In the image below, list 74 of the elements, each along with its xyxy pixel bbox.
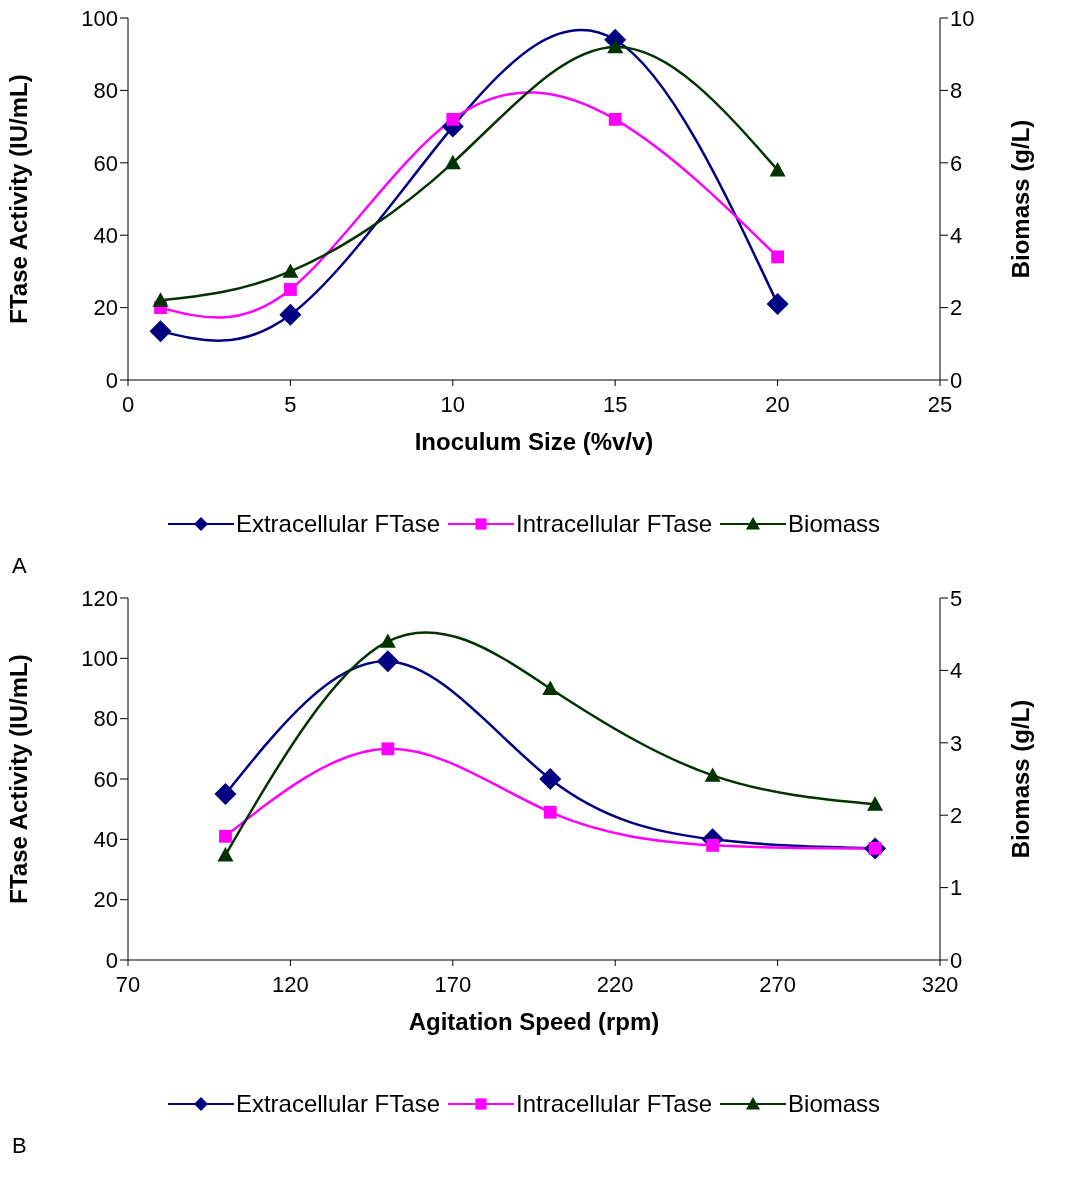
- y2-tick-label: 0: [950, 947, 963, 973]
- y2-tick-label: 8: [950, 78, 963, 104]
- x-tick-label: 320: [921, 971, 959, 997]
- y2-tick-label: 1: [950, 875, 963, 901]
- legend-label: Intracellular FTase: [515, 1090, 713, 1118]
- y-tick-label: 20: [93, 887, 118, 913]
- y-tick-label: 60: [93, 150, 118, 176]
- y2-tick-label: 2: [950, 295, 963, 321]
- point: [867, 796, 884, 811]
- x-tick-label: 15: [602, 391, 628, 417]
- y-tick-label: 40: [93, 223, 118, 249]
- y2-tick-label: 10: [950, 5, 975, 31]
- y-tick-label: 100: [81, 5, 118, 31]
- y2-tick-label: 5: [950, 585, 963, 611]
- y-tick-label: 60: [93, 766, 118, 792]
- x-tick-label: 5: [284, 391, 297, 417]
- x-tick-label: 10: [440, 391, 466, 417]
- text: A: [12, 553, 27, 579]
- point: [379, 633, 396, 648]
- y2-tick-label: 3: [950, 730, 963, 756]
- point: [706, 838, 720, 852]
- point: [539, 768, 562, 790]
- point: [149, 320, 172, 343]
- point: [543, 805, 557, 819]
- point: [284, 283, 297, 296]
- x-tick-label: 25: [927, 391, 953, 417]
- point: [446, 112, 460, 126]
- legend-label: Biomass: [788, 1090, 881, 1118]
- y-tick-label: 100: [81, 646, 118, 672]
- x-tick-label: 220: [596, 971, 634, 997]
- x-tick-label: 70: [115, 971, 141, 997]
- x-tick-label: 270: [759, 971, 796, 997]
- y2-axis-title: Biomass (g/L): [1006, 699, 1034, 859]
- y-tick-label: 80: [93, 78, 118, 104]
- text: B: [12, 1133, 27, 1159]
- legend-label: Biomass: [788, 510, 881, 538]
- y-axis-title: FTase Activity (IU/mL): [4, 654, 32, 904]
- point: [444, 154, 461, 170]
- y-tick-label: 120: [81, 585, 118, 611]
- point: [766, 292, 789, 315]
- y-tick-label: 80: [93, 706, 118, 732]
- point: [219, 829, 232, 843]
- y-tick-label: 40: [93, 827, 118, 853]
- y-axis-title: FTase Activity (IU/mL): [4, 74, 32, 324]
- y2-tick-label: 4: [950, 223, 963, 249]
- x-tick-label: 20: [765, 391, 790, 417]
- point: [217, 847, 234, 862]
- y2-tick-label: 6: [950, 150, 963, 176]
- point: [542, 680, 559, 695]
- y2-tick-label: 2: [950, 803, 963, 829]
- x-axis-title: Inoculum Size (%v/v): [414, 428, 654, 455]
- point: [279, 303, 302, 326]
- x-axis-title: Agitation Speed (rpm): [408, 1008, 660, 1035]
- y2-tick-label: 4: [950, 658, 963, 684]
- point: [152, 292, 169, 307]
- point: [214, 783, 237, 806]
- point: [608, 112, 622, 126]
- point: [381, 742, 395, 756]
- y-tick-label: 0: [105, 367, 118, 393]
- point: [704, 767, 721, 782]
- y-tick-label: 20: [93, 295, 118, 321]
- legend-label: Extracellular FTase: [235, 510, 440, 538]
- point: [769, 162, 786, 177]
- point: [282, 263, 299, 278]
- y2-tick-label: 0: [950, 367, 963, 393]
- y2-axis-title: Biomass (g/L): [1006, 119, 1034, 279]
- point: [771, 250, 784, 264]
- x-tick-label: 0: [121, 391, 135, 417]
- point: [376, 650, 399, 673]
- x-tick-label: 120: [272, 971, 309, 997]
- x-tick-label: 170: [434, 971, 472, 997]
- legend-label: Extracellular FTase: [235, 1090, 440, 1118]
- y-tick-label: 0: [105, 947, 118, 973]
- legend-label: Intracellular FTase: [515, 510, 713, 538]
